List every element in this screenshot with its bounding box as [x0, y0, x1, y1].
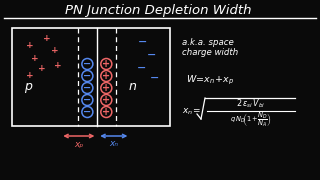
Text: −: −	[83, 83, 92, 93]
Text: −: −	[83, 95, 92, 105]
Text: +: +	[102, 107, 110, 117]
Text: +: +	[102, 95, 110, 105]
Text: +: +	[54, 60, 62, 69]
Text: −: −	[147, 50, 157, 60]
Text: $x_n\!=\!$: $x_n\!=\!$	[182, 107, 201, 117]
Text: PN Junction Depletion Width: PN Junction Depletion Width	[65, 3, 251, 17]
Text: −: −	[83, 71, 92, 81]
Bar	[12, 28, 170, 126]
Text: +: +	[102, 83, 110, 93]
Text: −: −	[137, 63, 147, 73]
Text: $W\!=\!x_n\!+\!x_p$: $W\!=\!x_n\!+\!x_p$	[186, 73, 234, 87]
Text: +: +	[102, 71, 110, 81]
Text: −: −	[83, 107, 92, 117]
Text: $2\,\varepsilon_{si}\,V_{bi}$: $2\,\varepsilon_{si}\,V_{bi}$	[236, 98, 266, 110]
Text: xₙ: xₙ	[109, 140, 118, 148]
Text: −: −	[83, 59, 92, 69]
Text: n: n	[128, 80, 136, 93]
Text: +: +	[26, 71, 34, 80]
Text: +: +	[102, 59, 110, 69]
Text: −: −	[138, 37, 148, 47]
Text: +: +	[26, 40, 34, 50]
Text: +: +	[38, 64, 46, 73]
Text: −: −	[150, 73, 160, 83]
Text: +: +	[43, 33, 51, 42]
Text: xₚ: xₚ	[74, 140, 84, 148]
Text: a.k.a. space
charge width: a.k.a. space charge width	[182, 38, 238, 57]
Text: +: +	[51, 46, 59, 55]
Text: $q\,N_D\!\left(1\!+\!\dfrac{N_D}{N_A}\right)$: $q\,N_D\!\left(1\!+\!\dfrac{N_D}{N_A}\ri…	[230, 111, 272, 129]
Text: p: p	[24, 80, 32, 93]
Text: +: +	[31, 53, 39, 62]
